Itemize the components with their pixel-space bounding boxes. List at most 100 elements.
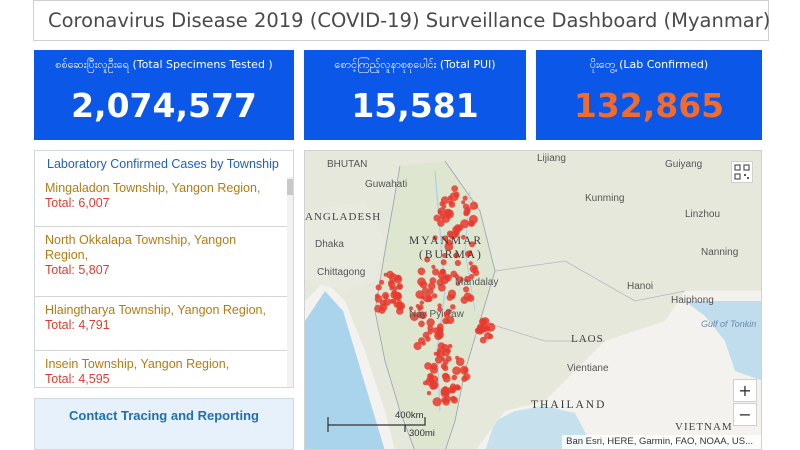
case-dot[interactable] xyxy=(442,359,449,365)
case-dot[interactable] xyxy=(392,286,398,291)
case-dot[interactable] xyxy=(479,336,487,344)
case-dot[interactable] xyxy=(409,312,419,321)
case-dot[interactable] xyxy=(432,268,440,276)
case-dot[interactable] xyxy=(432,235,438,241)
list-scrollbar[interactable] xyxy=(287,177,293,387)
case-dot[interactable] xyxy=(425,295,433,303)
case-dot[interactable] xyxy=(461,200,466,205)
case-dot[interactable] xyxy=(419,280,428,289)
case-dot[interactable] xyxy=(437,219,445,227)
case-dot[interactable] xyxy=(456,281,460,286)
case-dot[interactable] xyxy=(445,239,453,247)
case-dot[interactable] xyxy=(436,352,441,357)
case-dot[interactable] xyxy=(442,253,447,258)
case-dot[interactable] xyxy=(420,295,425,300)
list-item[interactable]: North Okkalapa Township, Yangon Region, … xyxy=(35,227,293,297)
case-dot[interactable] xyxy=(486,322,496,332)
case-dot[interactable] xyxy=(447,386,454,394)
case-dot[interactable] xyxy=(431,293,438,299)
case-dot[interactable] xyxy=(477,324,487,334)
case-dot[interactable] xyxy=(427,282,436,290)
case-dot[interactable] xyxy=(396,307,404,315)
case-dot[interactable] xyxy=(438,283,446,292)
case-dot[interactable] xyxy=(421,341,426,346)
case-dot[interactable] xyxy=(461,234,466,240)
case-dot[interactable] xyxy=(463,208,471,216)
case-dot[interactable] xyxy=(432,327,439,334)
case-dot[interactable] xyxy=(464,275,471,283)
case-dot[interactable] xyxy=(462,195,468,201)
case-dot[interactable] xyxy=(444,208,453,217)
qr-code-icon[interactable] xyxy=(731,161,753,183)
case-dot[interactable] xyxy=(453,228,461,236)
case-dot[interactable] xyxy=(445,274,450,280)
case-dot[interactable] xyxy=(397,299,402,305)
case-dot[interactable] xyxy=(386,270,395,279)
zoom-in-button[interactable]: + xyxy=(733,379,757,402)
case-dot[interactable] xyxy=(437,306,443,312)
scrollbar-thumb[interactable] xyxy=(287,179,293,195)
case-dot[interactable] xyxy=(437,330,442,335)
case-dot[interactable] xyxy=(449,192,459,202)
case-dot[interactable] xyxy=(447,343,453,349)
case-dot[interactable] xyxy=(429,365,438,374)
case-dot[interactable] xyxy=(379,279,385,285)
case-dot[interactable] xyxy=(413,341,422,351)
case-dot[interactable] xyxy=(431,264,436,269)
case-dot[interactable] xyxy=(442,365,449,372)
case-dot[interactable] xyxy=(388,280,394,286)
case-dot[interactable] xyxy=(432,397,442,407)
case-dot[interactable] xyxy=(443,372,449,379)
case-dot[interactable] xyxy=(418,304,424,311)
case-dot[interactable] xyxy=(455,357,465,366)
case-dot[interactable] xyxy=(451,374,458,381)
case-dot[interactable] xyxy=(446,316,455,325)
case-dot[interactable] xyxy=(383,272,388,277)
case-dot[interactable] xyxy=(440,388,450,398)
map-attribution[interactable]: Ban Esri, HERE, Garmin, FAO, NOAA, US... xyxy=(562,435,761,449)
list-item[interactable]: Hlaingtharya Township, Yangon Region, To… xyxy=(35,297,293,351)
case-dot[interactable] xyxy=(417,311,425,319)
case-dot[interactable] xyxy=(421,287,429,295)
case-dot[interactable] xyxy=(419,300,424,305)
case-dot[interactable] xyxy=(433,214,441,222)
case-dot[interactable] xyxy=(383,294,389,299)
case-dot[interactable] xyxy=(462,203,470,210)
case-dot[interactable] xyxy=(374,295,383,303)
case-dot[interactable] xyxy=(463,286,470,293)
map-view[interactable]: BHUTAN Guwahati ANGLADESH Dhaka Chittago… xyxy=(304,150,762,450)
case-dot[interactable] xyxy=(463,373,471,381)
case-dot[interactable] xyxy=(437,303,442,308)
case-dot[interactable] xyxy=(451,294,456,299)
case-dot[interactable] xyxy=(452,366,461,375)
case-dot[interactable] xyxy=(457,276,464,283)
case-dot[interactable] xyxy=(454,259,461,267)
case-dot[interactable] xyxy=(424,256,431,263)
case-dot[interactable] xyxy=(450,395,456,402)
case-dot[interactable] xyxy=(380,303,388,311)
case-dot[interactable] xyxy=(390,290,399,299)
case-dot[interactable] xyxy=(394,275,403,284)
case-dot[interactable] xyxy=(396,283,403,290)
case-dot[interactable] xyxy=(426,390,432,396)
case-dot[interactable] xyxy=(484,332,492,340)
case-dot[interactable] xyxy=(424,362,432,370)
case-dot[interactable] xyxy=(462,367,468,373)
case-dot[interactable] xyxy=(440,196,449,205)
case-dot[interactable] xyxy=(441,344,449,352)
case-dot[interactable] xyxy=(442,235,448,241)
list-item[interactable]: Insein Township, Yangon Region, Total: 4… xyxy=(35,351,293,387)
case-dot[interactable] xyxy=(429,381,438,390)
case-dot[interactable] xyxy=(375,284,382,291)
case-dot[interactable] xyxy=(471,266,477,272)
case-dot[interactable] xyxy=(443,386,448,391)
case-dot[interactable] xyxy=(426,318,435,327)
case-dot[interactable] xyxy=(450,304,456,310)
case-dot[interactable] xyxy=(437,270,447,280)
case-dot[interactable] xyxy=(469,241,476,248)
case-dot[interactable] xyxy=(468,273,475,280)
case-dot[interactable] xyxy=(451,185,459,192)
list-item[interactable]: Mingaladon Township, Yangon Region, Tota… xyxy=(35,175,293,227)
case-dot[interactable] xyxy=(448,199,454,206)
zoom-out-button[interactable]: − xyxy=(733,403,757,426)
